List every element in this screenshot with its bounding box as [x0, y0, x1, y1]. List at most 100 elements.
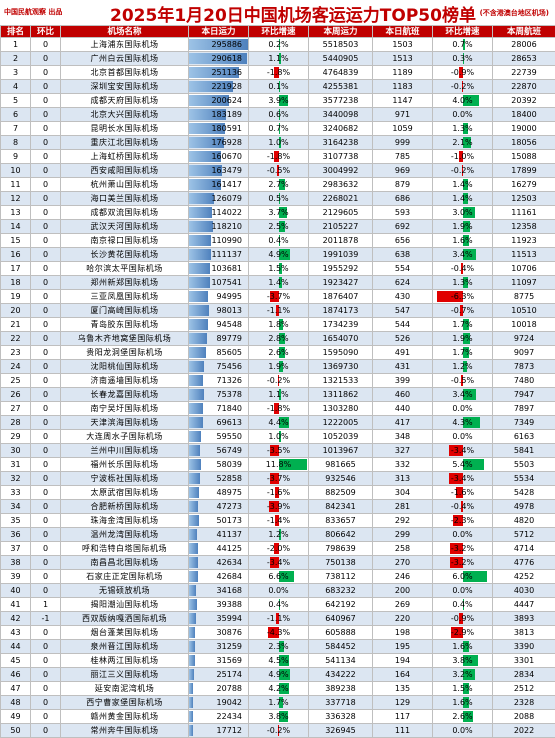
capacity-growth-cell: -0.2% [249, 724, 309, 738]
capacity-value: 114022 [211, 208, 248, 217]
day-capacity-cell: 94995 [189, 290, 249, 304]
week-capacity-cell: 738112 [309, 570, 373, 584]
day-flights-cell: 1513 [373, 52, 433, 66]
capacity-bar [189, 305, 209, 316]
day-capacity-cell: 71840 [189, 402, 249, 416]
source-label: 中国民航观察 出品 [4, 7, 62, 17]
rank-change-cell: 0 [31, 206, 61, 220]
growth-value: -4.3% [267, 628, 290, 637]
capacity-value: 126079 [211, 194, 248, 203]
week-flights-cell: 16279 [493, 178, 555, 192]
growth-value: 0.6% [268, 110, 288, 119]
rank-change-cell: 0 [31, 374, 61, 388]
week-capacity-cell: 1874173 [309, 304, 373, 318]
airport-name-cell: 延安南泥湾机场 [61, 682, 189, 696]
rank-change-cell: 0 [31, 332, 61, 346]
week-capacity-cell: 1013967 [309, 444, 373, 458]
airport-name-cell: 海口美兰国际机场 [61, 192, 189, 206]
growth-value: 1.1% [268, 54, 288, 63]
day-capacity-cell: 42684 [189, 570, 249, 584]
day-capacity-cell: 44125 [189, 542, 249, 556]
rank-change-cell: 0 [31, 444, 61, 458]
growth-value: -1.1% [267, 614, 290, 623]
week-capacity-cell: 584452 [309, 640, 373, 654]
capacity-growth-cell: 1.1% [249, 52, 309, 66]
capacity-bar [189, 487, 199, 498]
day-capacity-cell: 110990 [189, 234, 249, 248]
capacity-value: 34168 [217, 586, 248, 595]
growth-value: -0.9% [451, 68, 474, 77]
growth-value: -0.2% [451, 166, 474, 175]
growth-value: 0.0% [452, 530, 472, 539]
capacity-growth-cell: 4.9% [249, 248, 309, 262]
rank-change-cell: 0 [31, 402, 61, 416]
rank-change-cell: 0 [31, 584, 61, 598]
rank-change-cell: 0 [31, 528, 61, 542]
airport-name-cell: 北京首都国际机场 [61, 66, 189, 80]
airport-name-cell: 长春龙嘉国际机场 [61, 388, 189, 402]
capacity-value: 290618 [211, 54, 248, 63]
capacity-growth-cell: 6.6% [249, 570, 309, 584]
rank-cell: 19 [1, 290, 31, 304]
day-flights-cell: 1183 [373, 80, 433, 94]
capacity-growth-cell: 0.7% [249, 122, 309, 136]
flights-growth-cell: 3.4% [433, 388, 493, 402]
growth-value: 4.0% [452, 96, 472, 105]
capacity-bar [189, 263, 210, 274]
capacity-value: 295886 [211, 40, 248, 49]
capacity-value: 59550 [217, 432, 248, 441]
airport-name-cell: 珠海金湾国际机场 [61, 514, 189, 528]
airport-name-cell: 济南遥墙国际机场 [61, 374, 189, 388]
growth-value: 1.7% [452, 320, 472, 329]
day-flights-cell: 656 [373, 234, 433, 248]
week-flights-cell: 3301 [493, 654, 555, 668]
growth-value: -0.2% [451, 82, 474, 91]
capacity-value: 41137 [217, 530, 248, 539]
growth-value: 3.4% [452, 250, 472, 259]
week-capacity-cell: 336328 [309, 710, 373, 724]
week-capacity-cell: 3240682 [309, 122, 373, 136]
rank-cell: 22 [1, 332, 31, 346]
flights-growth-cell: 4.0% [433, 94, 493, 108]
flights-growth-cell: 0.0% [433, 430, 493, 444]
day-capacity-cell: 31569 [189, 654, 249, 668]
growth-value: 1.4% [452, 194, 472, 203]
day-capacity-cell: 180591 [189, 122, 249, 136]
rank-cell: 39 [1, 570, 31, 584]
capacity-bar [189, 403, 203, 414]
week-flights-cell: 3813 [493, 626, 555, 640]
rank-change-cell: 0 [31, 108, 61, 122]
week-flights-cell: 3390 [493, 640, 555, 654]
day-flights-cell: 246 [373, 570, 433, 584]
day-flights-cell: 304 [373, 486, 433, 500]
flights-growth-cell: 0.0% [433, 528, 493, 542]
airport-name-cell: 乌鲁木齐地窝堡国际机场 [61, 332, 189, 346]
airport-name-cell: 桂林两江国际机场 [61, 654, 189, 668]
capacity-growth-cell: 1.1% [249, 388, 309, 402]
capacity-growth-cell: 0.2% [249, 38, 309, 52]
rank-change-cell: 0 [31, 136, 61, 150]
week-capacity-cell: 5440905 [309, 52, 373, 66]
growth-value: -3.4% [451, 446, 474, 455]
rank-change-cell: 0 [31, 360, 61, 374]
capacity-value: 56749 [217, 446, 248, 455]
day-capacity-cell: 98013 [189, 304, 249, 318]
growth-value: -1.4% [267, 516, 290, 525]
growth-value: 0.7% [452, 40, 472, 49]
growth-value: -2.0% [267, 544, 290, 553]
capacity-bar [189, 445, 200, 456]
flights-growth-cell: 1.3% [433, 276, 493, 290]
capacity-growth-cell: -1.4% [249, 514, 309, 528]
week-capacity-cell: 5518503 [309, 38, 373, 52]
day-capacity-cell: 126079 [189, 192, 249, 206]
week-flights-cell: 18400 [493, 108, 555, 122]
flights-growth-cell: -3.4% [433, 444, 493, 458]
airport-name-cell: 呼和浩特白塔国际机场 [61, 542, 189, 556]
rank-cell: 31 [1, 458, 31, 472]
capacity-growth-cell: 1.9% [249, 360, 309, 374]
week-capacity-cell: 882509 [309, 486, 373, 500]
